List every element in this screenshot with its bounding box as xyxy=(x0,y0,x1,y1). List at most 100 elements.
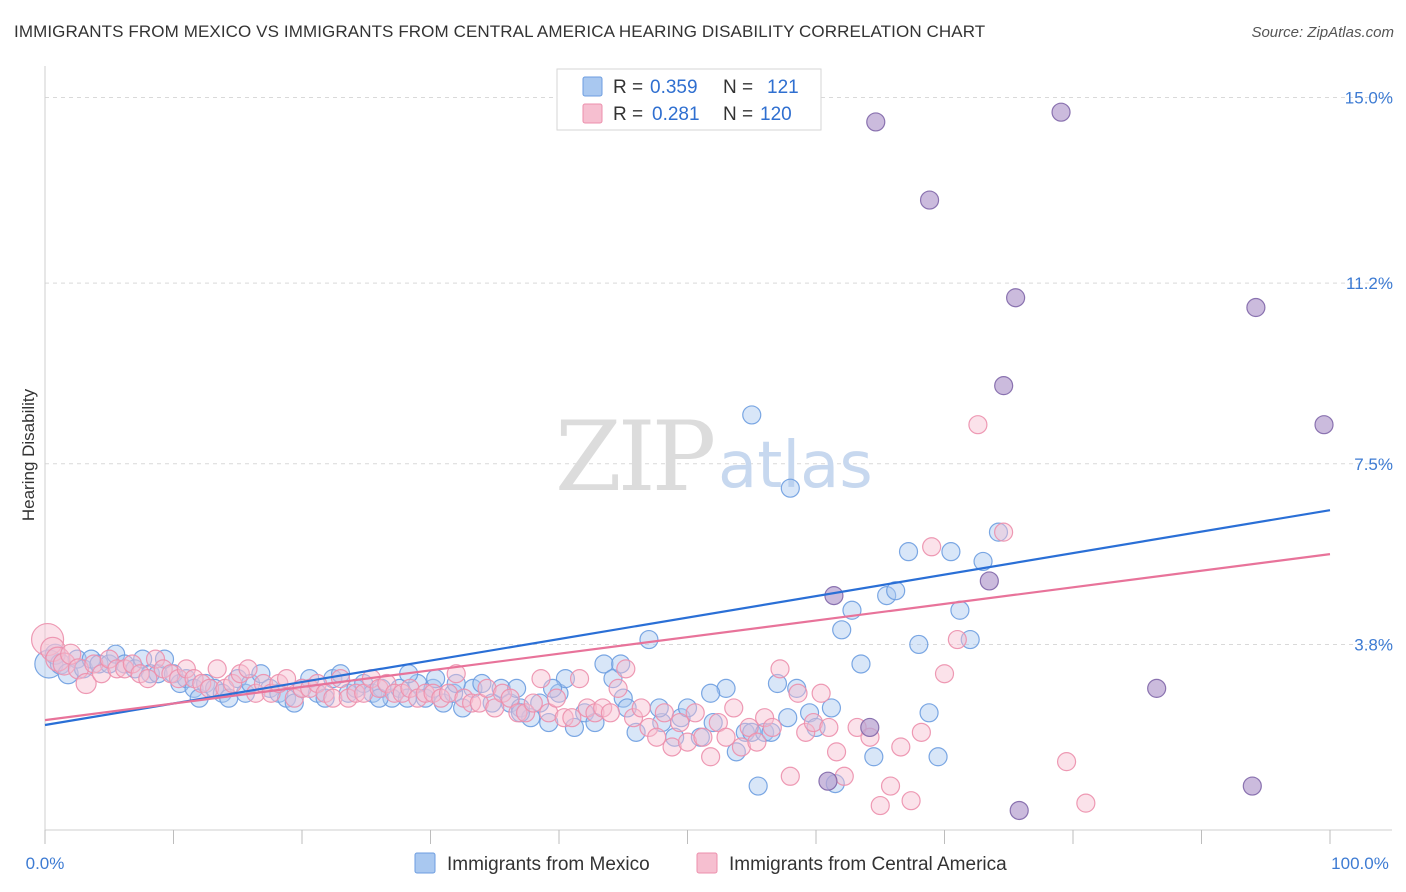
central-america-point-81 xyxy=(654,703,674,723)
mexico-point-97 xyxy=(919,703,939,723)
central-america-point-54 xyxy=(446,664,466,684)
mexico-point-95 xyxy=(898,542,919,562)
mexico-point-69 xyxy=(613,688,633,708)
central-america-point-3 xyxy=(52,652,76,676)
mexico-point-78 xyxy=(716,678,736,698)
watermark-zip: ZIP xyxy=(555,401,714,513)
x-tick-label-end: 100.0% xyxy=(1331,854,1389,873)
mexico-point-77 xyxy=(703,712,723,733)
overlap-point-0 xyxy=(818,771,838,791)
central-america-point-115 xyxy=(968,415,988,435)
central-america-point-78 xyxy=(631,698,651,718)
mexico-point-118 xyxy=(506,678,527,698)
central-america-point-101 xyxy=(811,683,831,703)
mexico-point-116 xyxy=(701,683,721,703)
central-america-point-89 xyxy=(716,727,736,747)
mexico-point-100 xyxy=(950,600,970,620)
mexico-point-102 xyxy=(973,551,993,572)
central-america-point-67 xyxy=(546,688,567,708)
central-america-point-62 xyxy=(508,703,528,723)
central-america-point-74 xyxy=(600,703,621,723)
mexico-point-18 xyxy=(176,669,196,689)
central-america-point-15 xyxy=(145,649,166,669)
central-america-point-97 xyxy=(780,766,800,786)
series-central-america-points xyxy=(30,415,1096,816)
x-tick-labels: 0.0% 100.0% xyxy=(26,854,1389,873)
y-axis-label: Hearing Disability xyxy=(19,388,38,521)
central-america-point-116 xyxy=(994,522,1014,542)
central-america-point-46 xyxy=(384,683,405,703)
central-america-point-79 xyxy=(639,717,659,738)
central-america-point-96 xyxy=(770,659,790,679)
central-america-point-82 xyxy=(662,737,682,757)
central-america-point-65 xyxy=(531,669,551,689)
overlap-point-10 xyxy=(1246,297,1266,318)
mexico-point-93 xyxy=(877,586,897,606)
mexico-point-92 xyxy=(864,747,884,767)
central-america-point-64 xyxy=(523,693,543,713)
central-america-point-23 xyxy=(207,659,227,679)
y-tick-labels: 3.8% 7.5% 11.2% 15.0% xyxy=(1345,89,1393,655)
central-america-point-114 xyxy=(947,629,967,650)
central-america-point-69 xyxy=(562,708,582,728)
mexico-point-99 xyxy=(941,542,961,562)
mexico-point-61 xyxy=(539,712,559,733)
central-america-point-63 xyxy=(515,703,536,723)
mexico-point-84 xyxy=(778,708,798,728)
central-america-point-99 xyxy=(796,722,816,742)
mexico-point-91 xyxy=(851,654,871,674)
central-america-point-76 xyxy=(616,659,636,679)
central-america-point-94 xyxy=(754,708,775,728)
central-america-point-6 xyxy=(75,672,97,695)
bottom-legend-label-mexico: Immigrants from Mexico xyxy=(447,854,650,875)
y-tick-label-1: 7.5% xyxy=(1354,455,1393,474)
central-america-point-12 xyxy=(122,654,142,674)
central-america-point-112 xyxy=(922,537,942,557)
mexico-point-98 xyxy=(928,747,948,767)
central-america-point-85 xyxy=(685,703,705,723)
correlation-legend: R = 0.359 N = 121 R = 0.281 N = 120 xyxy=(556,68,822,131)
central-america-point-83 xyxy=(670,712,690,733)
legend-n-value-2: 120 xyxy=(760,104,792,125)
mexico-point-105 xyxy=(742,405,762,425)
chart-title: IMMIGRANTS FROM MEXICO VS IMMIGRANTS FRO… xyxy=(14,22,986,41)
central-america-point-80 xyxy=(647,727,667,747)
mexico-point-104 xyxy=(748,776,768,796)
central-america-point-100 xyxy=(803,712,824,733)
overlap-point-2 xyxy=(919,190,940,210)
central-america-point-84 xyxy=(677,732,698,752)
legend-n-label-2: N = xyxy=(723,104,753,125)
legend-n-label-1: N = xyxy=(723,77,753,98)
legend-n-value-1: 121 xyxy=(767,77,799,98)
overlap-point-1 xyxy=(860,717,880,738)
series-legend: Immigrants from Mexico Immigrants from C… xyxy=(414,852,1007,875)
series-overlap-points xyxy=(818,102,1334,821)
central-america-point-27 xyxy=(238,659,258,679)
bottom-legend-label-central-america: Immigrants from Central America xyxy=(729,854,1007,875)
mexico-point-88 xyxy=(821,698,842,718)
central-america-point-50 xyxy=(415,683,435,703)
central-america-point-103 xyxy=(826,742,847,762)
mexico-point-63 xyxy=(555,669,576,689)
central-america-point-91 xyxy=(731,737,752,757)
central-america-point-98 xyxy=(788,683,808,703)
central-america-point-102 xyxy=(819,717,839,738)
central-america-point-86 xyxy=(693,727,713,747)
central-america-point-48 xyxy=(400,678,420,698)
central-america-point-113 xyxy=(934,664,955,684)
legend-swatch-blue xyxy=(582,76,603,97)
central-america-point-39 xyxy=(330,669,351,689)
overlap-point-3 xyxy=(979,571,999,591)
central-america-point-111 xyxy=(911,722,931,742)
trend-lines xyxy=(44,509,1331,727)
central-america-point-33 xyxy=(284,688,304,708)
legend-r-label-2: R = xyxy=(613,104,643,125)
central-america-point-9 xyxy=(99,649,119,669)
mexico-point-89 xyxy=(832,620,852,640)
central-america-point-38 xyxy=(323,688,343,708)
central-america-point-68 xyxy=(554,708,574,728)
central-america-point-25 xyxy=(223,673,243,694)
legend-r-value-2: 0.281 xyxy=(652,104,700,125)
mexico-point-103 xyxy=(988,522,1009,542)
grid-lines xyxy=(45,97,1392,645)
